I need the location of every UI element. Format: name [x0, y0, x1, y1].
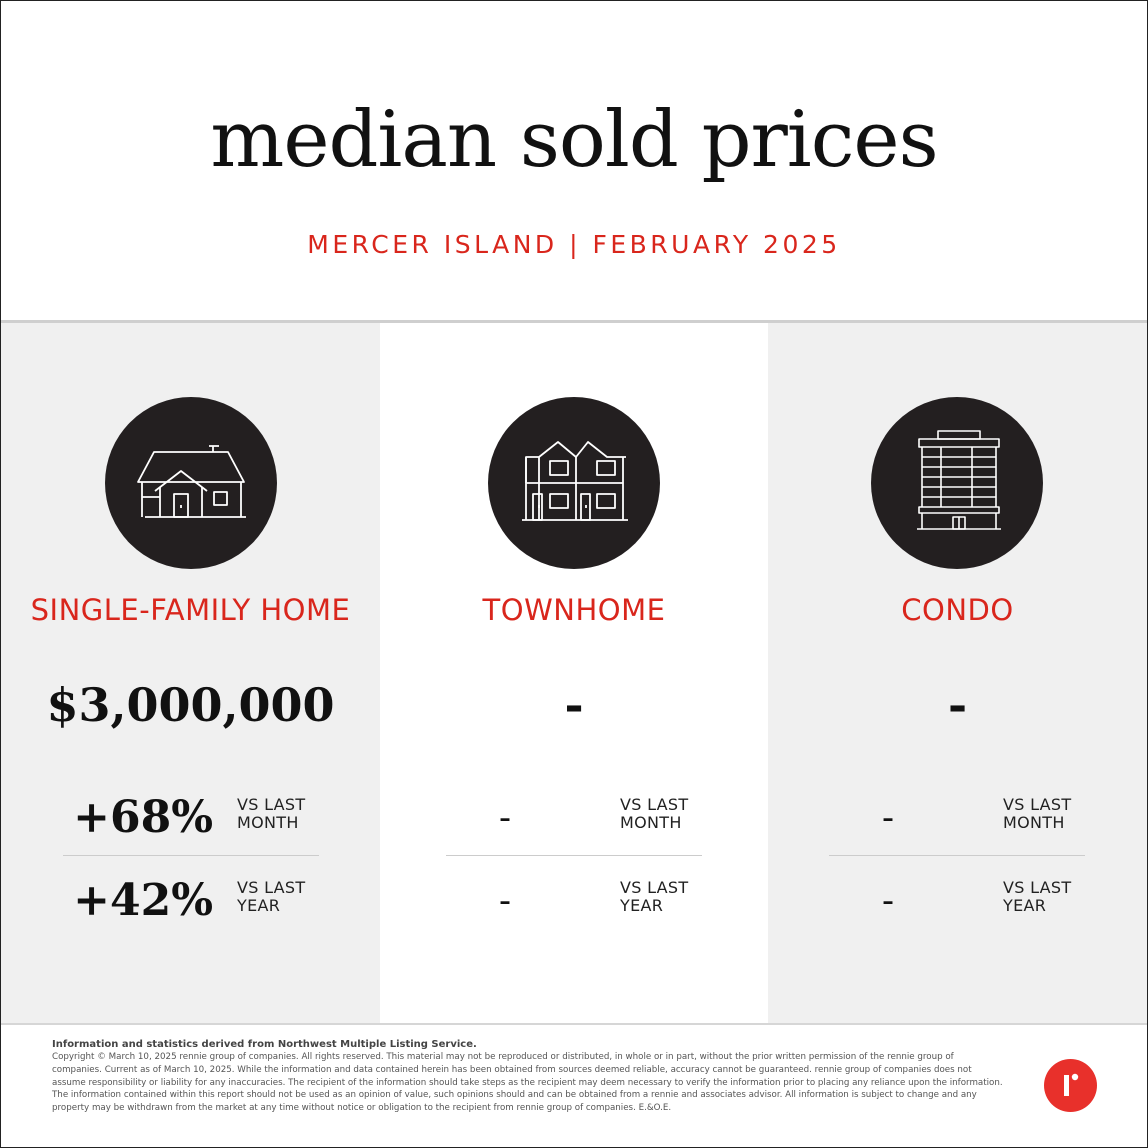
year-change-label: VS LAST YEAR [237, 878, 306, 915]
category-label: CONDO [901, 593, 1014, 627]
category-label: TOWNHOME [482, 593, 666, 627]
month-change-value: +68% [73, 792, 213, 843]
month-change-row: - VS LAST MONTH [446, 788, 706, 848]
page-title: median sold prices [210, 95, 938, 185]
month-change-label: VS LAST MONTH [620, 795, 689, 832]
year-change-label: VS LAST YEAR [1003, 878, 1072, 915]
median-price: - [564, 678, 584, 732]
year-change-label: VS LAST YEAR [620, 878, 689, 915]
year-change-row: - VS LAST YEAR [829, 871, 1089, 931]
year-change-value: - [498, 881, 512, 921]
month-change-row: - VS LAST MONTH [829, 788, 1089, 848]
stat-divider [63, 855, 319, 856]
median-price: - [947, 678, 968, 732]
median-price: $3,000,000 [46, 678, 335, 732]
month-change-value: - [881, 798, 895, 838]
month-change-label: VS LAST MONTH [1003, 795, 1072, 832]
stats-columns: SINGLE-FAMILY HOME $3,000,000 +68% VS LA… [1, 323, 1147, 1023]
year-change-row: +42% VS LAST YEAR [63, 871, 323, 931]
page-subtitle: MERCER ISLAND | FEBRUARY 2025 [307, 230, 841, 259]
copyright-disclaimer: Copyright © March 10, 2025 rennie group … [52, 1052, 1003, 1114]
condo-building-icon [871, 397, 1043, 569]
footer-divider [1, 1023, 1147, 1025]
column-condo: CONDO - - VS LAST MONTH - VS LAST YEAR [768, 323, 1147, 1023]
column-townhome: TOWNHOME - - VS LAST MONTH - VS LAST YEA… [380, 323, 768, 1023]
house-icon [105, 397, 277, 569]
year-change-value: +42% [73, 875, 213, 926]
month-change-label: VS LAST MONTH [237, 795, 306, 832]
rennie-logo-icon [1044, 1059, 1097, 1112]
year-change-value: - [881, 881, 895, 921]
footer-disclaimer: Information and statistics derived from … [52, 1038, 1004, 1115]
stat-divider [446, 855, 702, 856]
month-change-row: +68% VS LAST MONTH [63, 788, 323, 848]
townhome-icon [488, 397, 660, 569]
month-change-value: - [498, 798, 512, 838]
stat-divider [829, 855, 1085, 856]
year-change-row: - VS LAST YEAR [446, 871, 706, 931]
category-label: SINGLE-FAMILY HOME [30, 593, 351, 627]
header: median sold prices MERCER ISLAND | FEBRU… [1, 1, 1147, 321]
column-single-family: SINGLE-FAMILY HOME $3,000,000 +68% VS LA… [1, 323, 380, 1023]
source-note: Information and statistics derived from … [52, 1039, 477, 1050]
header-divider [1, 320, 1147, 323]
